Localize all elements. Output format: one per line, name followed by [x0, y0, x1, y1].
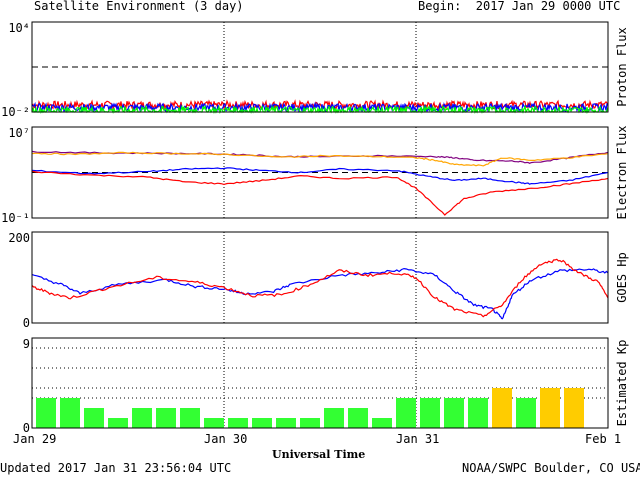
panel-frame	[31, 231, 609, 324]
y-tick-bottom: 0	[23, 421, 30, 435]
kp-bar	[564, 388, 584, 428]
kp-bar	[36, 398, 56, 428]
chart-title: Satellite Environment (3 day)	[34, 0, 244, 13]
x-tick-jan31: Jan 31	[396, 432, 440, 446]
kp-bar	[132, 408, 152, 428]
kp-bar	[540, 388, 560, 428]
panel-electron-flux: 10⁷ 10⁻¹ Electron Flux	[1, 126, 629, 225]
kp-bar	[252, 418, 272, 428]
panel-frame	[31, 21, 609, 113]
y-tick-top: 10⁴	[8, 21, 30, 35]
series-blue	[31, 267, 609, 320]
panel-frame	[31, 126, 609, 219]
kp-bar	[516, 398, 536, 428]
y-tick-bottom: 10⁻²	[1, 105, 30, 119]
series-purple	[31, 150, 609, 164]
kp-bar	[324, 408, 344, 428]
begin-time: Begin: 2017 Jan 29 0000 UTC	[418, 0, 621, 13]
kp-bar	[300, 418, 320, 428]
series-orange	[31, 151, 609, 167]
kp-bar	[348, 408, 368, 428]
panel-label: GOES Hp	[615, 252, 629, 303]
panel-goes-hp: 200 0 GOES Hp	[8, 231, 629, 330]
panel-proton-flux: 10⁴ 10⁻² Proton Flux	[1, 21, 629, 119]
kp-bar	[228, 418, 248, 428]
y-tick-top: 10⁷	[8, 126, 30, 140]
panel-estimated-kp: 9 0 Estimated Kp	[23, 337, 629, 435]
panel-label: Estimated Kp	[615, 340, 629, 427]
kp-bar	[156, 408, 176, 428]
kp-bar	[372, 418, 392, 428]
series-red	[31, 170, 609, 216]
panel-frame	[31, 337, 609, 429]
kp-bar	[396, 398, 416, 428]
credit: NOAA/SWPC Boulder, CO USA	[462, 461, 640, 475]
updated-time: Updated 2017 Jan 31 23:56:04 UTC	[0, 461, 232, 475]
y-tick-top: 200	[8, 231, 30, 245]
kp-bar	[60, 398, 80, 428]
kp-bar	[84, 408, 104, 428]
y-tick-bottom: 0	[23, 316, 30, 330]
kp-bar	[276, 418, 296, 428]
kp-bar	[420, 398, 440, 428]
series-red	[31, 99, 609, 111]
kp-bar	[180, 408, 200, 428]
x-tick-feb1: Feb 1	[585, 432, 622, 446]
x-tick-jan30: Jan 30	[204, 432, 248, 446]
kp-bar	[108, 418, 128, 428]
x-axis-label: Universal Time	[272, 448, 366, 461]
y-tick-top: 9	[23, 337, 30, 351]
x-tick-jan29: Jan 29	[13, 432, 57, 446]
series-blue	[31, 101, 609, 114]
y-tick-bottom: 10⁻¹	[1, 211, 30, 225]
series-red	[31, 258, 609, 318]
kp-bar	[492, 388, 512, 428]
kp-bar	[444, 398, 464, 428]
kp-bar	[204, 418, 224, 428]
panel-label: Proton Flux	[615, 27, 629, 106]
kp-bar	[468, 398, 488, 428]
panel-label: Electron Flux	[615, 126, 629, 220]
series-blue	[31, 167, 609, 185]
